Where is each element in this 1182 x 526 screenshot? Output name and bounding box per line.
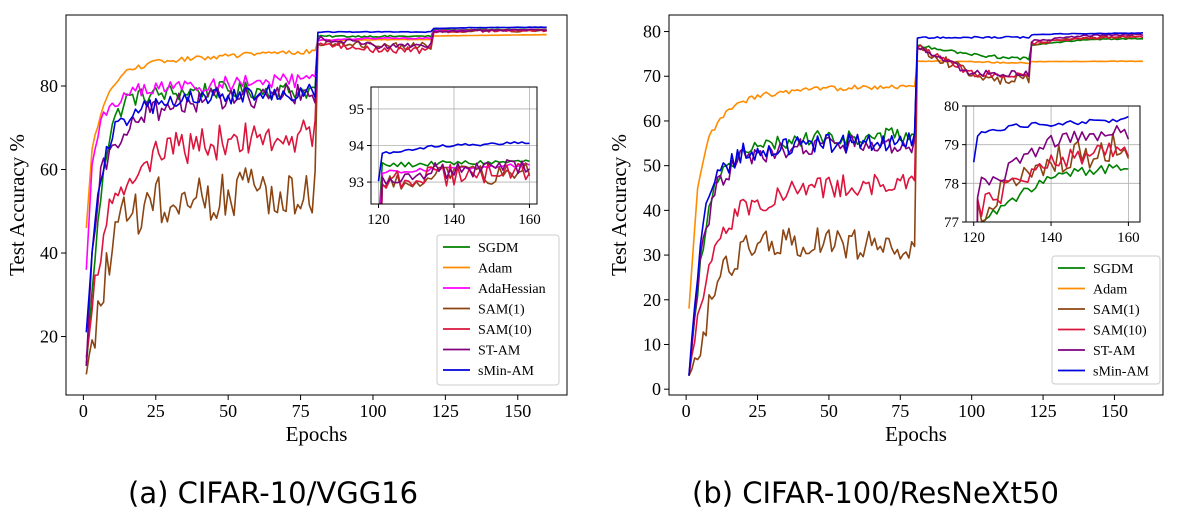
y-tick-label: 20: [40, 327, 58, 347]
inset-frame: [370, 86, 538, 205]
legend: SGDM Adam AdaHessian SAM(1) SAM(10) ST-AM sMin…: [436, 234, 560, 386]
inset-x-tick-label: 120: [367, 212, 390, 228]
y-tick-label: 60: [40, 160, 58, 180]
inset-line-sam-10-: [380, 162, 531, 204]
y-tick-label: 20: [643, 290, 661, 310]
legend-label: SGDM: [478, 241, 519, 256]
inset-x-tick-label: 160: [1117, 230, 1140, 246]
inset-y-tick-label: 77: [944, 215, 960, 231]
inset-y-tick-label: 95: [349, 102, 364, 118]
series-line-smin-am: [688, 32, 1144, 376]
y-axis-label: Test Accuracy %: [607, 134, 631, 276]
series-lines: [85, 26, 548, 375]
x-tick-label: 75: [891, 401, 909, 421]
plot-frame: [65, 14, 568, 396]
plot-frame: [668, 14, 1164, 396]
caption-left: (a) CIFAR-10/VGG16: [128, 476, 419, 510]
y-axis-label: Test Accuracy %: [5, 134, 29, 276]
y-tick-label: 80: [40, 76, 58, 96]
inset-line-sgdm: [981, 163, 1129, 222]
inset-line-sam-10-: [976, 142, 1130, 222]
legend-label: ST-AM: [478, 344, 521, 359]
inset-line-smin-am: [972, 115, 1129, 163]
x-tick-label: 75: [292, 401, 310, 421]
y-tick-label: 10: [643, 334, 661, 354]
legend-label: SAM(10): [1093, 324, 1147, 339]
chart-panel-1: 0 25 50 75 100 125 150 0 10 20 30 40 50 60 70 80 Epochs T…: [607, 14, 1164, 446]
x-tick-label: 0: [682, 401, 691, 421]
x-tick-label: 150: [504, 401, 531, 421]
legend-label: SAM(1): [478, 303, 525, 318]
chart-panel-0: 0 25 50 75 100 125 150 20 40 60 80 Epochs Test Accur…: [5, 14, 568, 446]
series-lines: [688, 32, 1144, 376]
x-tick-label: 100: [958, 401, 985, 421]
x-tick-label: 150: [1101, 401, 1128, 421]
inset-line-st-am: [380, 159, 531, 204]
inset-plot: 120 140 160 77 78 79 80: [944, 99, 1141, 246]
inset-y-tick-label: 94: [349, 139, 365, 155]
inset-y-tick-label: 93: [349, 175, 364, 191]
inset-line-sam-1-: [381, 162, 531, 204]
inset-line-sgdm: [379, 159, 530, 204]
legend-label: ST-AM: [1093, 344, 1136, 359]
x-tick-label: 25: [749, 401, 767, 421]
inset-plot: 120 140 160 93 94 95: [349, 86, 541, 228]
inset-line-smin-am: [377, 141, 530, 182]
legend-label: Adam: [1093, 283, 1127, 298]
x-axis-label: Epochs: [885, 422, 947, 446]
inset-series-lines: [377, 141, 531, 204]
inset-series-lines: [972, 115, 1130, 222]
y-tick-label: 30: [643, 245, 661, 265]
y-tick-label: 80: [643, 22, 661, 42]
legend-label: SGDM: [1093, 262, 1134, 277]
legend-label: SAM(10): [478, 323, 532, 338]
inset-x-tick-label: 140: [1040, 230, 1063, 246]
x-tick-label: 25: [147, 401, 165, 421]
y-tick-label: 0: [652, 379, 661, 399]
legend-label: sMin-AM: [478, 364, 535, 379]
inset-x-tick-label: 160: [518, 212, 541, 228]
inset-y-tick-label: 79: [944, 138, 959, 154]
y-tick-label: 60: [643, 111, 661, 131]
y-tick-label: 50: [643, 156, 661, 176]
x-axis-label: Epochs: [286, 422, 348, 446]
legend-label: sMin-AM: [1093, 365, 1150, 380]
inset-frame: [965, 105, 1141, 223]
legend-label: SAM(1): [1093, 303, 1140, 318]
x-tick-label: 125: [1030, 401, 1057, 421]
inset-y-tick-label: 78: [944, 176, 959, 192]
x-tick-label: 0: [79, 401, 88, 421]
legend-box: [436, 234, 560, 386]
series-line-adam: [85, 33, 547, 229]
inset-x-tick-label: 140: [443, 212, 466, 228]
legend: SGDM Adam SAM(1) SAM(10) ST-AM sMin-AM: [1051, 255, 1161, 385]
y-tick-label: 70: [643, 66, 661, 86]
series-line-smin-am: [85, 26, 547, 333]
legend-label: Adam: [478, 262, 512, 277]
inset-line-st-am: [976, 125, 1130, 222]
x-tick-label: 50: [820, 401, 838, 421]
legend-label: AdaHessian: [478, 282, 546, 297]
x-tick-label: 50: [219, 401, 237, 421]
inset-x-tick-label: 120: [962, 230, 985, 246]
x-tick-label: 100: [359, 401, 386, 421]
inset-y-tick-label: 80: [944, 99, 959, 115]
y-tick-label: 40: [40, 243, 58, 263]
inset-background: [966, 106, 1140, 222]
x-tick-label: 125: [432, 401, 459, 421]
caption-right: (b) CIFAR-100/ResNeXt50: [692, 476, 1059, 510]
y-tick-label: 40: [643, 200, 661, 220]
